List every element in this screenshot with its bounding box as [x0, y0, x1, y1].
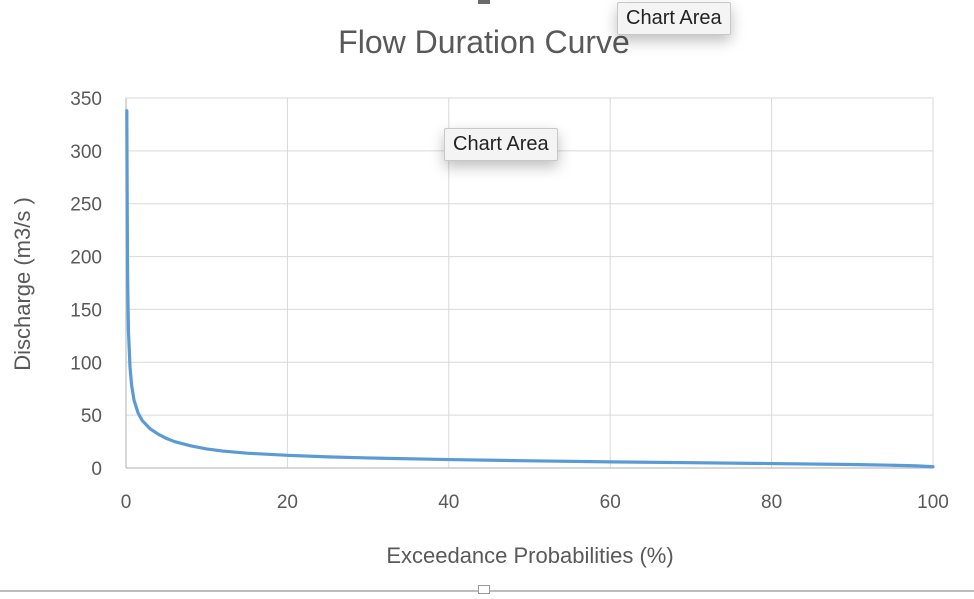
x-tick-label: 20	[277, 492, 298, 513]
tick-labels: 0 50 100 150 200 250 300 350 0 20 40 60 80 100	[70, 89, 949, 513]
resize-handle-top[interactable]	[478, 0, 490, 4]
chart-area-tooltip: Chart Area	[617, 2, 731, 35]
y-axis-title[interactable]: Discharge (m3/s )	[10, 197, 35, 371]
y-tick-label: 150	[70, 300, 102, 321]
x-tick-label: 80	[761, 492, 782, 513]
chart-area-tooltip: Chart Area	[444, 128, 558, 161]
x-tick-label: 40	[438, 492, 459, 513]
y-tick-label: 50	[81, 406, 102, 427]
y-tick-label: 100	[70, 353, 102, 374]
x-axis-title[interactable]: Exceedance Probabilities (%)	[386, 543, 673, 568]
series-line[interactable]	[125, 109, 935, 469]
y-tick-label: 300	[70, 142, 102, 163]
y-tick-label: 350	[70, 89, 102, 110]
y-tick-label: 200	[70, 248, 102, 269]
chart-title[interactable]: Flow Duration Curve	[338, 24, 630, 60]
x-tick-label: 100	[917, 492, 949, 513]
x-tick-label: 60	[600, 492, 621, 513]
y-tick-label: 0	[91, 459, 102, 480]
plot-series[interactable]	[125, 109, 935, 469]
y-tick-label: 250	[70, 195, 102, 216]
resize-handle-bottom[interactable]	[478, 585, 490, 594]
x-tick-label: 0	[121, 492, 132, 513]
